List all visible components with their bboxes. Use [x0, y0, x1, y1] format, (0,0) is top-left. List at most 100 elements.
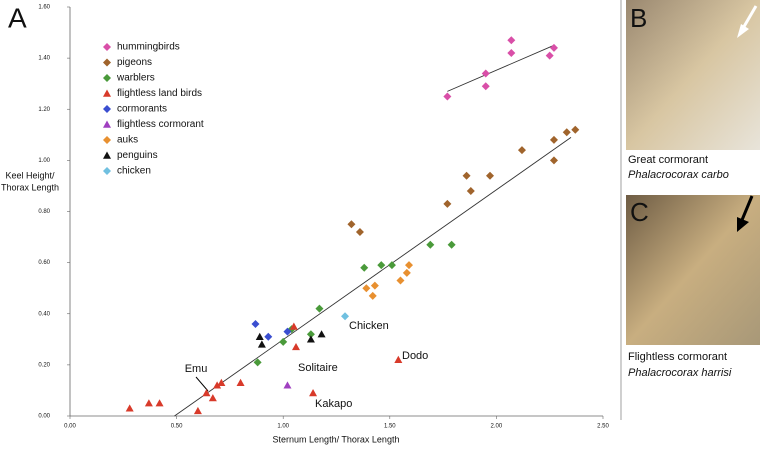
photo-caption: Great cormorant: [628, 154, 708, 166]
data-point: [368, 291, 377, 300]
x-tick-label: 2.00: [491, 424, 503, 430]
data-point: [466, 187, 475, 196]
legend-label: warblers: [116, 73, 155, 84]
photo-caption: Flightless cormorant: [628, 351, 727, 363]
y-tick-label: 0.60: [38, 260, 50, 266]
legend-marker: [103, 136, 111, 144]
data-point: [549, 43, 558, 52]
photo-great-cormorant: [626, 0, 760, 150]
data-point: [387, 261, 396, 270]
arrow-head: [737, 24, 749, 38]
data-point: [193, 406, 202, 415]
data-point: [443, 199, 452, 208]
legend-label: hummingbirds: [117, 42, 180, 53]
data-point: [255, 332, 264, 340]
y-tick-label: 0.20: [38, 362, 50, 368]
legend-label: cormorants: [117, 104, 167, 115]
y-tick-label: 0.80: [38, 209, 50, 215]
legend-label: flightless land birds: [117, 88, 202, 99]
data-point: [545, 51, 554, 60]
data-point: [426, 240, 435, 249]
annotation-arrow: [195, 376, 209, 392]
data-point: [396, 276, 405, 285]
data-point: [283, 327, 292, 336]
annotation: Dodo: [402, 350, 428, 362]
panel-label: A: [8, 2, 27, 33]
arrow: [740, 195, 754, 221]
x-tick-label: 1.50: [384, 424, 396, 430]
data-point: [306, 335, 315, 343]
legend-marker: [103, 58, 111, 67]
y-tick-label: 1.40: [38, 56, 50, 62]
legend-marker: [103, 120, 111, 128]
data-point: [257, 340, 266, 348]
legend-marker: [103, 151, 111, 159]
legend-marker: [103, 74, 111, 82]
trend-line: [447, 44, 555, 92]
data-point: [341, 312, 350, 321]
y-tick-label: 1.20: [38, 107, 50, 113]
data-point: [251, 319, 260, 328]
legend-label: flightless cormorant: [117, 119, 204, 130]
data-point: [213, 381, 222, 389]
panel-label: B: [630, 3, 647, 33]
data-point: [202, 388, 211, 397]
legend-marker: [103, 43, 111, 51]
y-axis-label: Thorax Length: [1, 182, 59, 192]
data-point: [208, 394, 217, 402]
y-tick-label: 1.60: [38, 5, 50, 11]
data-point: [347, 220, 356, 229]
data-point: [309, 388, 318, 397]
trend-line: [174, 137, 572, 417]
data-point: [507, 36, 516, 45]
data-point: [462, 171, 471, 180]
data-point: [317, 330, 326, 338]
arrow-head: [737, 217, 749, 232]
legend-marker: [103, 105, 111, 113]
data-point: [486, 171, 495, 180]
data-point: [370, 281, 379, 290]
data-point: [517, 146, 526, 155]
data-point: [402, 268, 411, 277]
data-point: [443, 92, 452, 101]
x-axis-label: Sternum Length/ Thorax Length: [273, 434, 400, 444]
y-tick-label: 0.00: [38, 414, 50, 420]
legend-label: chicken: [117, 166, 151, 177]
arrow: [740, 5, 758, 31]
data-point: [289, 322, 298, 330]
data-point: [571, 125, 580, 134]
photo-species: Phalacrocorax carbo: [628, 169, 729, 181]
data-point: [217, 378, 226, 386]
legend-label: pigeons: [117, 57, 152, 68]
x-tick-label: 0.50: [171, 424, 183, 430]
data-point: [404, 261, 413, 270]
data-point: [362, 284, 371, 293]
data-point: [236, 378, 245, 386]
data-point: [481, 82, 490, 91]
annotation: Kakapo: [315, 398, 352, 410]
data-point: [291, 342, 300, 351]
legend-label: penguins: [117, 150, 158, 161]
data-point: [264, 332, 273, 341]
data-point: [144, 399, 153, 407]
x-tick-label: 2.50: [597, 424, 609, 430]
y-tick-label: 0.40: [38, 311, 50, 317]
data-point: [507, 49, 516, 58]
data-point: [549, 156, 558, 165]
data-point: [562, 128, 571, 137]
data-point: [253, 358, 262, 367]
y-axis-label: Keel Height/: [5, 170, 55, 180]
data-point: [360, 263, 369, 272]
data-point: [549, 135, 558, 144]
x-tick-label: 0.00: [64, 424, 76, 430]
x-tick-label: 1.00: [277, 424, 289, 430]
data-point: [155, 399, 164, 407]
data-point: [283, 381, 292, 389]
data-point: [306, 330, 315, 339]
annotation: Chicken: [349, 320, 389, 332]
photo-species: Phalacrocorax harrisi: [628, 367, 732, 379]
data-point: [481, 69, 490, 78]
data-point: [447, 240, 456, 249]
data-point: [377, 261, 386, 270]
